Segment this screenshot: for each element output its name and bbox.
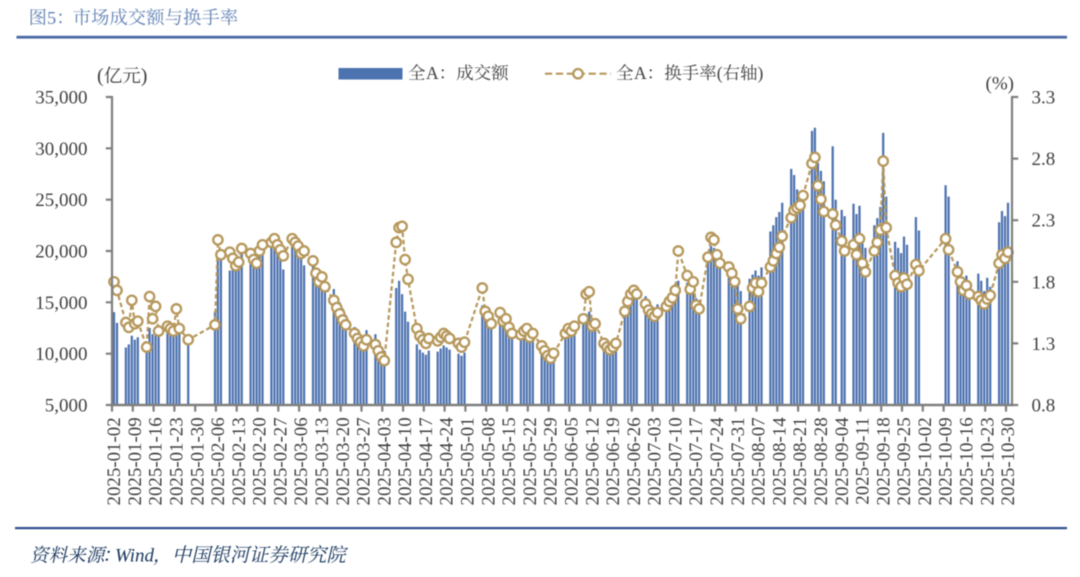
svg-text:2025-08-07: 2025-08-07 <box>749 417 770 505</box>
svg-text:2025-04-24: 2025-04-24 <box>437 417 458 506</box>
svg-text:3.3: 3.3 <box>1032 88 1056 109</box>
svg-text:2025-09-04: 2025-09-04 <box>832 417 853 506</box>
svg-text:35,000: 35,000 <box>35 88 87 109</box>
svg-text:2025-08-14: 2025-08-14 <box>769 417 790 506</box>
svg-text:2.3: 2.3 <box>1032 211 1056 232</box>
svg-text:2025-05-22: 2025-05-22 <box>520 417 541 505</box>
svg-text:2025-05-15: 2025-05-15 <box>499 417 520 505</box>
svg-text:Wind: Wind <box>115 546 155 567</box>
svg-text:2025-03-20: 2025-03-20 <box>333 417 354 505</box>
svg-text:2025-01-16: 2025-01-16 <box>146 417 167 505</box>
svg-text:): ) <box>758 63 764 83</box>
svg-text:2025-03-06: 2025-03-06 <box>291 417 312 505</box>
svg-text:2025-04-03: 2025-04-03 <box>374 417 395 505</box>
svg-text:2025-06-19: 2025-06-19 <box>603 417 624 505</box>
svg-text:2025-10-16: 2025-10-16 <box>957 417 978 505</box>
svg-text:2025-07-10: 2025-07-10 <box>665 417 686 505</box>
svg-text:2025-09-11: 2025-09-11 <box>853 417 874 504</box>
svg-text:2025-04-10: 2025-04-10 <box>395 417 416 505</box>
svg-text:2025-02-06: 2025-02-06 <box>208 417 229 505</box>
svg-text:2025-09-18: 2025-09-18 <box>873 417 894 505</box>
svg-text:15,000: 15,000 <box>35 293 87 314</box>
svg-text:20,000: 20,000 <box>35 242 87 263</box>
svg-text:2025-05-29: 2025-05-29 <box>541 417 562 505</box>
svg-text:2025-01-02: 2025-01-02 <box>104 417 125 505</box>
svg-text:2025-01-09: 2025-01-09 <box>125 417 146 505</box>
svg-text:2025-03-27: 2025-03-27 <box>354 417 375 505</box>
svg-text:2025-01-23: 2025-01-23 <box>167 417 188 505</box>
svg-text:2025-10-02: 2025-10-02 <box>915 417 936 505</box>
svg-text:): ) <box>141 65 148 87</box>
svg-text:A: A <box>634 63 647 83</box>
svg-text:2.8: 2.8 <box>1032 149 1056 170</box>
svg-text:2025-02-13: 2025-02-13 <box>229 417 250 505</box>
svg-text:2025-06-26: 2025-06-26 <box>624 417 645 505</box>
svg-text:2025-03-13: 2025-03-13 <box>312 417 333 505</box>
svg-text:2025-07-03: 2025-07-03 <box>645 417 666 505</box>
svg-text:10,000: 10,000 <box>35 344 87 365</box>
svg-text:2025-08-28: 2025-08-28 <box>811 417 832 505</box>
svg-text:2025-10-09: 2025-10-09 <box>936 417 957 505</box>
svg-text:2025-02-27: 2025-02-27 <box>270 417 291 505</box>
svg-text:2025-01-30: 2025-01-30 <box>187 417 208 505</box>
svg-text:5,000: 5,000 <box>45 396 88 417</box>
svg-text:2025-06-12: 2025-06-12 <box>582 417 603 505</box>
svg-text:2025-09-25: 2025-09-25 <box>894 417 915 505</box>
svg-text:2025-05-01: 2025-05-01 <box>458 417 479 505</box>
svg-text:2025-10-30: 2025-10-30 <box>998 417 1019 505</box>
svg-text:(: ( <box>717 63 723 83</box>
svg-text:30,000: 30,000 <box>35 139 87 160</box>
svg-text:2025-05-08: 2025-05-08 <box>478 417 499 505</box>
svg-text:2025-02-20: 2025-02-20 <box>250 417 271 505</box>
svg-text:0.8: 0.8 <box>1032 396 1056 417</box>
svg-text:2025-07-17: 2025-07-17 <box>686 417 707 505</box>
svg-text:2025-10-23: 2025-10-23 <box>977 417 998 505</box>
svg-text:25,000: 25,000 <box>35 190 87 211</box>
svg-text:2025-06-05: 2025-06-05 <box>562 417 583 505</box>
svg-text:(: ( <box>97 65 104 87</box>
svg-text:5: 5 <box>47 8 56 28</box>
svg-text:1.8: 1.8 <box>1032 272 1056 293</box>
svg-text:2025-04-17: 2025-04-17 <box>416 417 437 505</box>
svg-text:2025-07-31: 2025-07-31 <box>728 417 749 505</box>
svg-text:2025-07-24: 2025-07-24 <box>707 417 728 506</box>
svg-text:(%): (%) <box>986 74 1014 95</box>
svg-text:2025-08-21: 2025-08-21 <box>790 417 811 505</box>
svg-text:1.3: 1.3 <box>1032 334 1056 355</box>
svg-text:A: A <box>426 63 439 83</box>
